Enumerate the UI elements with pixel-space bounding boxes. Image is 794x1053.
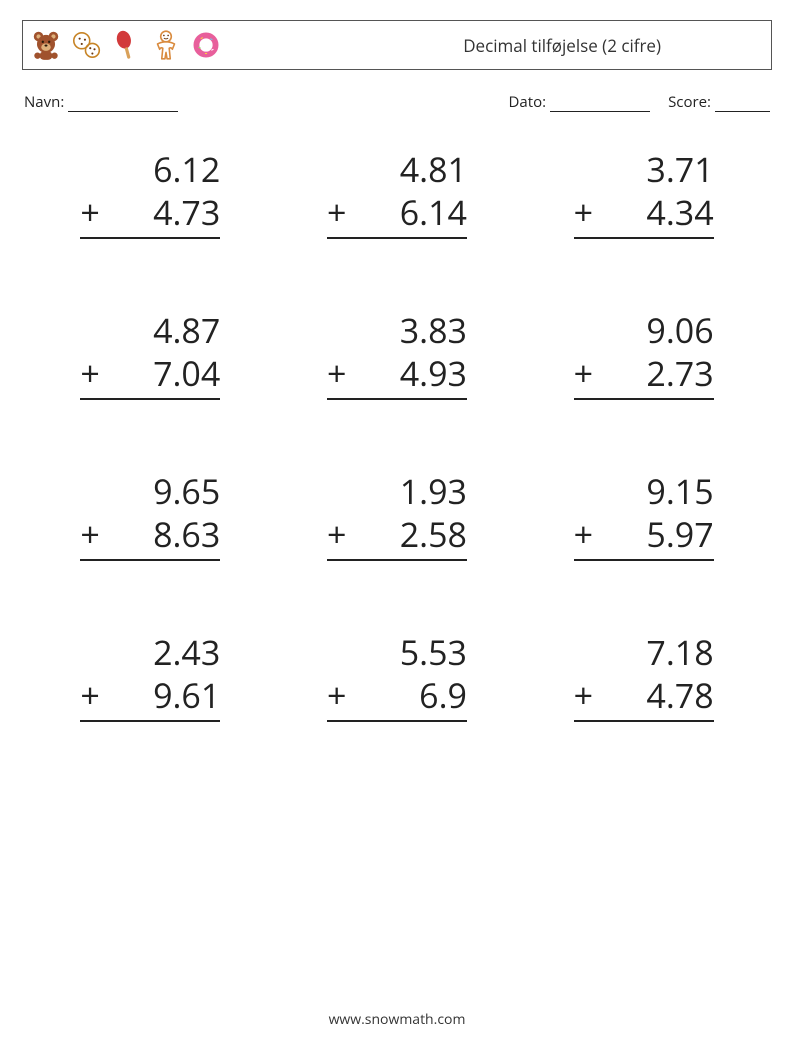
addend-bottom-row: +4.73	[80, 191, 220, 240]
problem: 3.71+4.34	[574, 148, 714, 239]
addend-top: 6.12	[80, 148, 220, 191]
date-label: Dato:	[509, 92, 547, 112]
addend-top: 4.87	[80, 309, 220, 352]
addend-top: 9.65	[80, 470, 220, 513]
addend-bottom-row: +5.97	[574, 513, 714, 562]
popsicle-icon	[109, 28, 143, 62]
addend-bottom: 2.58	[400, 511, 467, 557]
addend-top: 9.06	[574, 309, 714, 352]
addend-bottom-row: +6.9	[327, 674, 467, 723]
worksheet-title: Decimal tilføjelse (2 cifre)	[463, 34, 761, 57]
name-blank[interactable]	[68, 97, 178, 112]
operator: +	[574, 513, 593, 556]
operator: +	[327, 674, 346, 717]
addend-bottom: 5.97	[646, 511, 713, 557]
problem: 1.93+2.58	[327, 470, 467, 561]
header-icon-row	[29, 28, 223, 62]
problem: 9.15+5.97	[574, 470, 714, 561]
addend-bottom: 6.9	[419, 672, 467, 718]
addend-top: 3.83	[327, 309, 467, 352]
problem: 7.18+4.78	[574, 631, 714, 722]
operator: +	[80, 191, 99, 234]
problem: 2.43+9.61	[80, 631, 220, 722]
addend-bottom-row: +2.58	[327, 513, 467, 562]
addend-bottom-row: +8.63	[80, 513, 220, 562]
name-label: Navn:	[24, 92, 64, 112]
score-blank[interactable]	[715, 97, 770, 112]
operator: +	[574, 352, 593, 395]
operator: +	[327, 191, 346, 234]
addend-top: 1.93	[327, 470, 467, 513]
cookies-icon	[69, 28, 103, 62]
operator: +	[327, 513, 346, 556]
operator: +	[80, 674, 99, 717]
info-line: Navn: Dato: Score:	[22, 92, 772, 112]
operator: +	[80, 513, 99, 556]
addend-bottom: 7.04	[153, 350, 220, 396]
addend-bottom-row: +7.04	[80, 352, 220, 401]
addend-top: 5.53	[327, 631, 467, 674]
operator: +	[574, 191, 593, 234]
problem: 4.81+6.14	[327, 148, 467, 239]
donut-icon	[189, 28, 223, 62]
score-label: Score:	[668, 92, 711, 112]
problem: 9.65+8.63	[80, 470, 220, 561]
problem: 3.83+4.93	[327, 309, 467, 400]
addend-bottom-row: +2.73	[574, 352, 714, 401]
name-field: Navn:	[24, 92, 178, 112]
teddy-bear-icon	[29, 28, 63, 62]
addend-top: 2.43	[80, 631, 220, 674]
addend-top: 3.71	[574, 148, 714, 191]
addend-bottom-row: +9.61	[80, 674, 220, 723]
problems-grid: 6.12+4.734.81+6.143.71+4.344.87+7.043.83…	[22, 148, 772, 722]
addend-bottom-row: +6.14	[327, 191, 467, 240]
problem: 5.53+6.9	[327, 631, 467, 722]
addend-bottom: 4.73	[153, 189, 220, 235]
addend-bottom-row: +4.78	[574, 674, 714, 723]
addend-top: 4.81	[327, 148, 467, 191]
operator: +	[327, 352, 346, 395]
addend-bottom: 9.61	[153, 672, 220, 718]
addend-bottom: 4.34	[646, 189, 713, 235]
addend-bottom: 2.73	[646, 350, 713, 396]
addend-bottom-row: +4.34	[574, 191, 714, 240]
gingerbread-icon	[149, 28, 183, 62]
operator: +	[80, 352, 99, 395]
addend-bottom: 4.93	[400, 350, 467, 396]
addend-bottom: 8.63	[153, 511, 220, 557]
problem: 4.87+7.04	[80, 309, 220, 400]
addend-bottom: 4.78	[646, 672, 713, 718]
addend-bottom: 6.14	[400, 189, 467, 235]
addend-top: 7.18	[574, 631, 714, 674]
date-blank[interactable]	[550, 97, 650, 112]
footer-url: www.snowmath.com	[0, 1010, 794, 1029]
operator: +	[574, 674, 593, 717]
problem: 9.06+2.73	[574, 309, 714, 400]
header-box: Decimal tilføjelse (2 cifre)	[22, 20, 772, 70]
addend-top: 9.15	[574, 470, 714, 513]
addend-bottom-row: +4.93	[327, 352, 467, 401]
problem: 6.12+4.73	[80, 148, 220, 239]
